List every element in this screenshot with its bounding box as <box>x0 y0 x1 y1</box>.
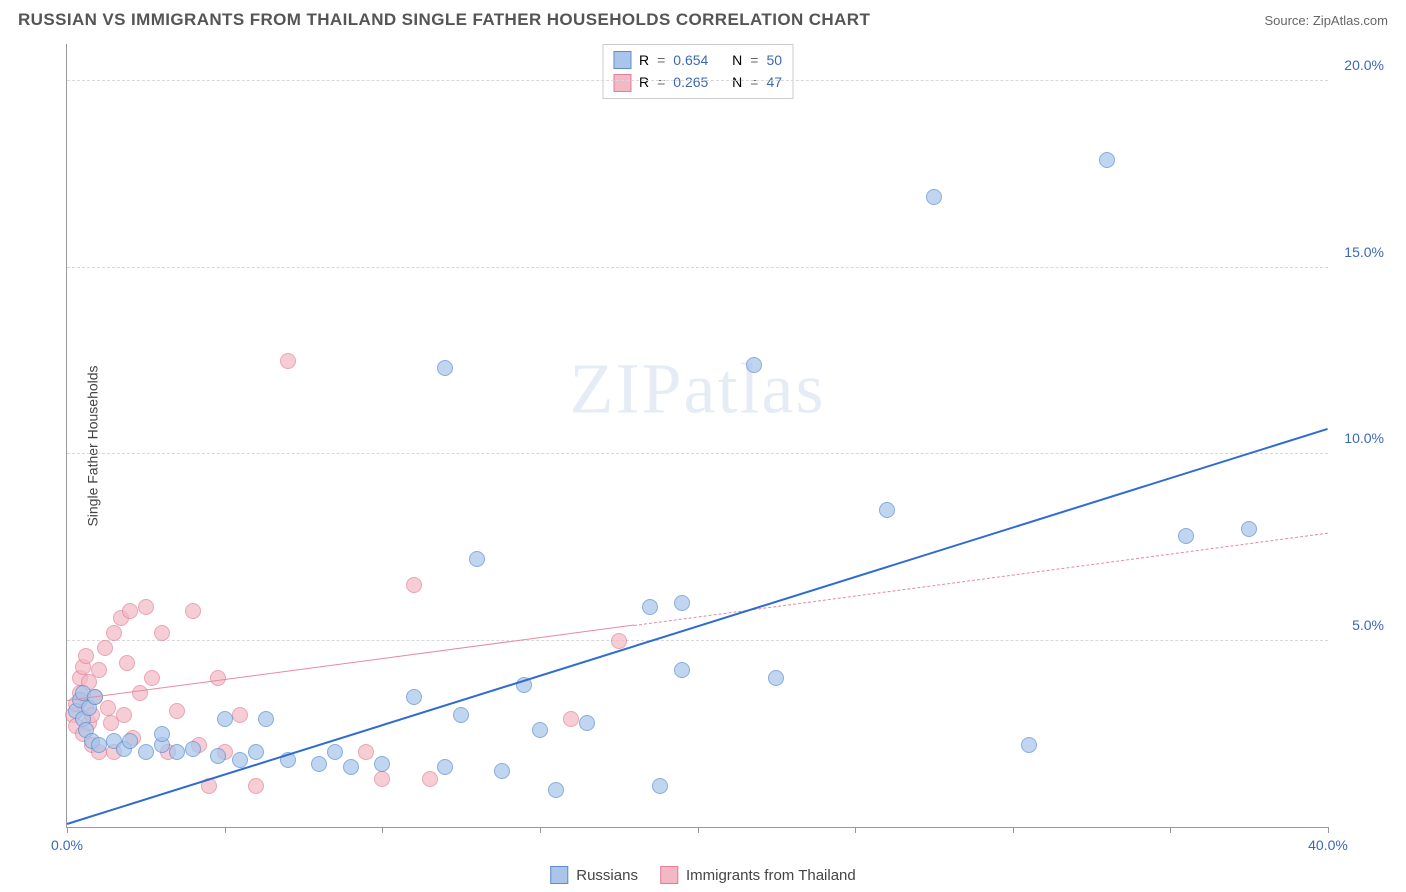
data-point <box>97 640 113 656</box>
y-tick-label: 5.0% <box>1352 617 1384 633</box>
regression-line <box>67 625 635 701</box>
x-tick-label: 0.0% <box>51 837 83 853</box>
data-point <box>563 711 579 727</box>
source-attribution: Source: ZipAtlas.com <box>1264 13 1388 28</box>
legend-item-pink: Immigrants from Thailand <box>660 866 856 884</box>
series-legend: Russians Immigrants from Thailand <box>550 866 856 884</box>
data-point <box>185 603 201 619</box>
swatch-pink-icon <box>613 74 631 92</box>
data-point <box>154 726 170 742</box>
data-point <box>494 763 510 779</box>
data-point <box>248 778 264 794</box>
data-point <box>122 603 138 619</box>
data-point <box>144 670 160 686</box>
data-point <box>1178 528 1194 544</box>
data-point <box>453 707 469 723</box>
data-point <box>746 357 762 373</box>
data-point <box>358 744 374 760</box>
data-point <box>210 748 226 764</box>
data-point <box>1021 737 1037 753</box>
data-point <box>138 599 154 615</box>
swatch-blue-icon <box>550 866 568 884</box>
data-point <box>122 733 138 749</box>
data-point <box>154 625 170 641</box>
data-point <box>374 771 390 787</box>
data-point <box>674 662 690 678</box>
data-point <box>674 595 690 611</box>
gridline <box>67 640 1328 641</box>
x-tick-mark <box>1170 827 1171 833</box>
x-tick-mark <box>382 827 383 833</box>
data-point <box>169 744 185 760</box>
data-point <box>119 655 135 671</box>
data-point <box>611 633 627 649</box>
data-point <box>185 741 201 757</box>
data-point <box>406 689 422 705</box>
data-point <box>258 711 274 727</box>
data-point <box>132 685 148 701</box>
legend-item-blue: Russians <box>550 866 638 884</box>
data-point <box>169 703 185 719</box>
data-point <box>579 715 595 731</box>
gridline <box>67 80 1328 81</box>
data-point <box>343 759 359 775</box>
correlation-legend: R = 0.654 N = 50 R = 0.265 N = 47 <box>602 44 793 99</box>
plot-region: ZIPatlas R = 0.654 N = 50 R = 0.265 N = … <box>66 44 1328 828</box>
swatch-blue-icon <box>613 51 631 69</box>
data-point <box>437 759 453 775</box>
data-point <box>406 577 422 593</box>
data-point <box>879 502 895 518</box>
correlation-row-blue: R = 0.654 N = 50 <box>613 49 782 71</box>
y-tick-label: 10.0% <box>1344 430 1384 446</box>
x-tick-mark <box>855 827 856 833</box>
data-point <box>232 707 248 723</box>
data-point <box>768 670 784 686</box>
data-point <box>548 782 564 798</box>
data-point <box>437 360 453 376</box>
x-tick-mark <box>1013 827 1014 833</box>
gridline <box>67 453 1328 454</box>
swatch-pink-icon <box>660 866 678 884</box>
gridline <box>67 267 1328 268</box>
data-point <box>280 353 296 369</box>
data-point <box>1241 521 1257 537</box>
data-point <box>469 551 485 567</box>
data-point <box>532 722 548 738</box>
watermark: ZIPatlas <box>570 347 826 430</box>
x-tick-mark <box>1328 827 1329 833</box>
data-point <box>248 744 264 760</box>
data-point <box>210 670 226 686</box>
data-point <box>106 625 122 641</box>
chart-title: RUSSIAN VS IMMIGRANTS FROM THAILAND SING… <box>18 10 870 30</box>
data-point <box>327 744 343 760</box>
data-point <box>374 756 390 772</box>
chart-area: Single Father Households ZIPatlas R = 0.… <box>18 44 1388 848</box>
y-tick-label: 15.0% <box>1344 244 1384 260</box>
x-tick-mark <box>225 827 226 833</box>
x-tick-mark <box>540 827 541 833</box>
correlation-row-pink: R = 0.265 N = 47 <box>613 71 782 93</box>
x-tick-mark <box>67 827 68 833</box>
data-point <box>926 189 942 205</box>
x-tick-mark <box>698 827 699 833</box>
data-point <box>232 752 248 768</box>
data-point <box>116 707 132 723</box>
data-point <box>642 599 658 615</box>
data-point <box>91 662 107 678</box>
regression-line <box>67 428 1329 825</box>
data-point <box>91 737 107 753</box>
data-point <box>217 711 233 727</box>
data-point <box>1099 152 1115 168</box>
data-point <box>100 700 116 716</box>
x-tick-label: 40.0% <box>1308 837 1348 853</box>
data-point <box>652 778 668 794</box>
data-point <box>422 771 438 787</box>
data-point <box>138 744 154 760</box>
data-point <box>78 648 94 664</box>
data-point <box>311 756 327 772</box>
y-tick-label: 20.0% <box>1344 57 1384 73</box>
